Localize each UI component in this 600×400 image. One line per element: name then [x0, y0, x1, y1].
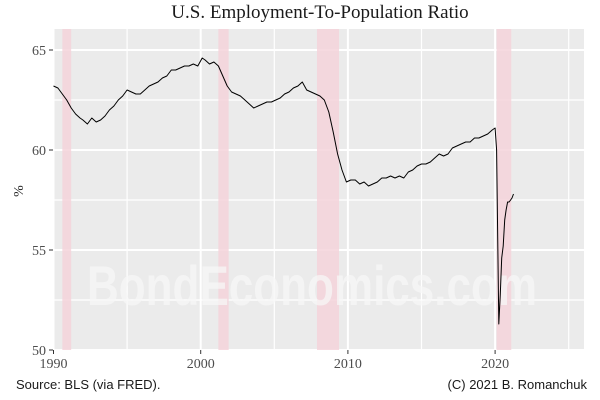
copyright-caption: (C) 2021 B. Romanchuk [447, 377, 587, 392]
recession-bands [62, 29, 512, 350]
x-axis: 1990 2000 2010 2020 [40, 350, 509, 372]
y-axis: 50 55 60 65 [32, 44, 53, 359]
recession-band [62, 29, 72, 350]
y-tick-label: 50 [32, 344, 46, 359]
source-caption: Source: BLS (via FRED). [16, 377, 161, 392]
watermark: BondEconomics.com [87, 254, 537, 317]
x-tick-label: 1990 [40, 357, 68, 372]
x-tick-label: 2010 [334, 357, 362, 372]
recession-band [496, 29, 512, 350]
recession-band [218, 29, 229, 350]
y-axis-label: % [12, 185, 27, 197]
y-tick-label: 55 [32, 244, 46, 259]
y-tick-label: 65 [32, 44, 46, 59]
y-tick-label: 60 [32, 144, 46, 159]
recession-band [316, 29, 340, 350]
data-line [53, 57, 514, 325]
x-tick-label: 2020 [481, 357, 509, 372]
x-tick-label: 2000 [187, 357, 215, 372]
chart-title: U.S. Employment-To-Population Ratio [171, 2, 469, 23]
